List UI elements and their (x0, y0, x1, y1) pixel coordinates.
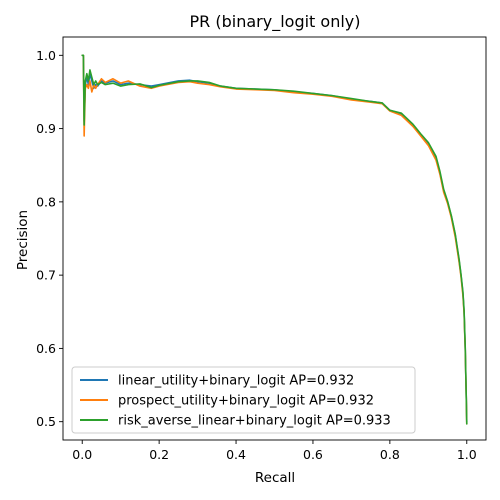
series-line-3 (81, 54, 468, 425)
legend-entry-3: risk_averse_linear+binary_logit AP=0.933 (80, 414, 391, 429)
y-tick-label: 0.6 (36, 341, 56, 356)
y-axis-label: Precision (15, 210, 31, 270)
y-axis-ticks: 0.5 0.6 0.7 0.8 0.9 1.0 (36, 48, 63, 429)
y-tick-label: 0.5 (36, 414, 56, 429)
x-axis-label: Recall (255, 470, 295, 486)
x-tick-label: 0.6 (303, 447, 323, 462)
legend-label: linear_utility+binary_logit AP=0.932 (118, 374, 354, 389)
y-tick-label: 0.7 (36, 268, 56, 283)
series-lines (81, 54, 468, 425)
legend-box (71, 366, 416, 434)
legend: linear_utility+binary_logit AP=0.932 pros… (71, 366, 416, 434)
legend-entry-2: prospect_utility+binary_logit AP=0.932 (80, 394, 374, 409)
axes-frame (62, 36, 487, 441)
legend-entry-1: linear_utility+binary_logit AP=0.932 (80, 374, 354, 389)
x-tick-label: 0.4 (226, 447, 246, 462)
x-axis-ticks: 0.0 0.2 0.4 0.6 0.8 1.0 (72, 440, 477, 462)
legend-label: risk_averse_linear+binary_logit AP=0.933 (118, 414, 391, 429)
x-tick-label: 0.2 (149, 447, 169, 462)
x-tick-label: 0.8 (380, 447, 400, 462)
plot-area (62, 36, 487, 441)
y-tick-label: 0.8 (36, 194, 56, 209)
legend-label: prospect_utility+binary_logit AP=0.932 (118, 394, 374, 409)
y-tick-label: 0.9 (36, 121, 56, 136)
y-tick-label: 1.0 (36, 48, 56, 63)
x-tick-label: 0.0 (72, 447, 92, 462)
x-tick-label: 1.0 (457, 447, 477, 462)
chart-title: PR (binary_logit only) (190, 12, 361, 32)
